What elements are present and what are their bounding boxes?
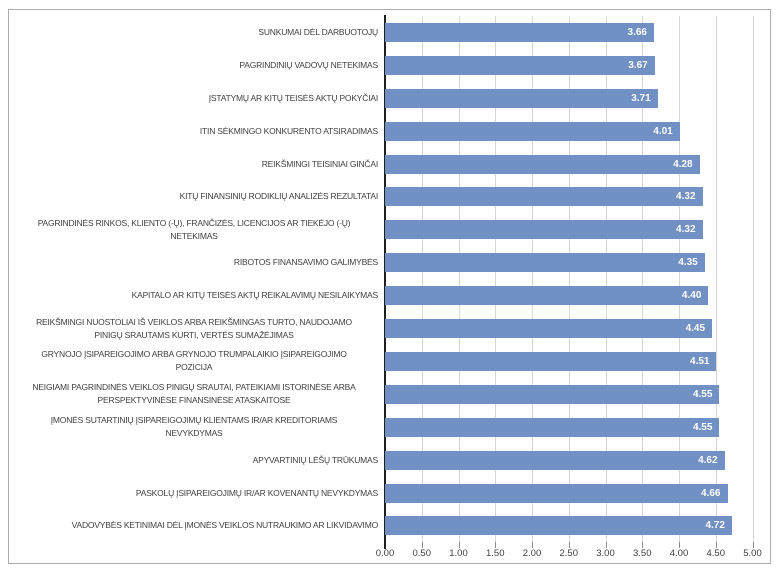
category-axis-line	[383, 15, 386, 550]
category-label-text: PAGRINDINIŲ VADOVŲ NETEKIMAS	[239, 59, 378, 70]
gridline	[421, 16, 423, 543]
category-label: REIKŠMINGI TEISINIAI GINČAI	[10, 148, 379, 181]
axis-tick	[495, 542, 497, 549]
axis-tick	[642, 542, 644, 549]
x-tick-label: 2.50	[559, 548, 579, 560]
bar: 4.55	[385, 417, 720, 437]
category-label: VADOVYBĖS KETINIMAI DĖL ĮMONĖS VEIKLOS N…	[10, 510, 379, 543]
category-label-text: PAGRINDINĖS RINKOS, KLIENTO (-Ų), FRANČI…	[37, 217, 351, 241]
bar: 4.01	[385, 121, 680, 141]
x-tick-label: 1.00	[449, 548, 468, 560]
x-tick-label: 4.00	[669, 548, 689, 560]
category-label-text: ĮSTATYMŲ AR KITŲ TEISĖS AKTŲ POKYČIAI	[208, 92, 378, 103]
x-tick-label: 3.00	[596, 548, 615, 560]
category-label-text: RIBOTOS FINANSAVIMO GALIMYBĖS	[233, 257, 378, 268]
category-label: SUNKUMAI DĖL DARBUOTOJŲ	[10, 16, 378, 49]
bar: 4.66	[385, 483, 728, 503]
bar-value-label: 4.32	[676, 224, 696, 236]
bar: 3.67	[385, 55, 655, 75]
category-label: NEIGIAMI PAGRINDINĖS VEIKLOS PINIGŲ SRAU…	[10, 378, 378, 411]
axis-tick	[568, 542, 570, 549]
bar-value-label: 3.67	[628, 59, 648, 71]
gridline	[642, 16, 644, 543]
bar-value-label: 4.28	[673, 158, 693, 170]
x-tick-label: 1.50	[486, 548, 505, 560]
axis-tick	[458, 542, 460, 549]
bar: 4.55	[385, 384, 720, 404]
category-label-text: ITIN SĖKMINGO KONKURENTO ATSIRADIMAS	[199, 125, 378, 136]
gridline	[532, 16, 533, 543]
bar-value-label: 4.55	[692, 421, 713, 433]
category-label: PAGRINDINĖS RINKOS, KLIENTO (-Ų), FRANČI…	[10, 213, 378, 246]
bar: 4.32	[385, 220, 703, 240]
gridline	[752, 16, 754, 543]
bar: 4.35	[385, 253, 705, 273]
axis-tick	[385, 542, 386, 549]
bar: 3.66	[385, 22, 654, 42]
gridline	[495, 16, 497, 543]
category-label: PASKOLŲ ĮSIPAREIGOJIMŲ IR/AR KOVENANTŲ N…	[10, 477, 378, 510]
gridline	[605, 16, 607, 543]
category-label: ĮSTATYMŲ AR KITŲ TEISĖS AKTŲ POKYČIAI	[10, 82, 378, 115]
bar-value-label: 3.71	[631, 92, 651, 104]
gridline	[679, 16, 680, 543]
axis-tick	[752, 542, 754, 549]
x-tick-label: 5.00	[743, 548, 762, 560]
axis-tick	[715, 542, 717, 549]
bar-value-label: 4.01	[653, 125, 673, 137]
bar-value-label: 4.72	[705, 520, 725, 532]
bar-value-label: 4.40	[681, 290, 702, 302]
axis-tick	[421, 542, 423, 549]
bar-value-label: 4.32	[676, 191, 696, 203]
gridline	[715, 16, 717, 543]
bar-value-label: 3.66	[627, 26, 647, 38]
x-tick-label: 2.00	[522, 548, 542, 560]
axis-tick	[532, 542, 533, 549]
category-label: KAPITALO AR KITŲ TEISĖS AKTŲ REIKALAVIMŲ…	[10, 279, 379, 312]
category-label: REIKŠMINGI NUOSTOLIAI IŠ VEIKLOS ARBA RE…	[10, 312, 378, 345]
x-tick-label: 0.50	[412, 548, 432, 560]
category-label-text: GRYNOJO ĮSIPAREIGOJIMO ARBA GRYNOJO TRUM…	[41, 349, 347, 373]
x-tick-label: 3.50	[633, 548, 652, 560]
x-tick-label: 4.50	[706, 548, 726, 560]
bar: 4.40	[385, 286, 709, 306]
category-label: KITŲ FINANSINIŲ RODIKLIŲ ANALIZĖS REZULT…	[10, 181, 379, 214]
bar: 4.32	[385, 187, 703, 207]
category-label: RIBOTOS FINANSAVIMO GALIMYBĖS	[10, 246, 378, 279]
category-label: ĮMONĖS SUTARTINIŲ ĮSIPAREIGOJIMŲ KLIENTA…	[10, 411, 378, 444]
category-label: GRYNOJO ĮSIPAREIGOJIMO ARBA GRYNOJO TRUM…	[10, 345, 378, 378]
bar-value-label: 4.35	[678, 257, 698, 269]
bar: 4.45	[385, 319, 713, 339]
bar: 4.51	[385, 351, 717, 371]
bar: 3.71	[385, 88, 658, 108]
bar: 4.62	[385, 450, 725, 470]
category-label-text: SUNKUMAI DĖL DARBUOTOJŲ	[258, 26, 378, 37]
bar-value-label: 4.51	[690, 355, 710, 367]
bar: 4.28	[385, 154, 700, 174]
category-label-text: VADOVYBĖS KETINIMAI DĖL ĮMONĖS VEIKLOS N…	[71, 520, 379, 531]
bar: 4.72	[385, 516, 732, 536]
category-label: ITIN SĖKMINGO KONKURENTO ATSIRADIMAS	[10, 115, 378, 148]
category-label-text: KAPITALO AR KITŲ TEISĖS AKTŲ REIKALAVIMŲ…	[131, 290, 379, 301]
axis-tick	[679, 542, 680, 549]
category-label-text: KITŲ FINANSINIŲ RODIKLIŲ ANALIZĖS REZULT…	[179, 191, 379, 202]
category-label-text: APYVARTINIŲ LĖŠŲ TRŪKUMAS	[252, 454, 379, 465]
x-tick-label: 0.00	[375, 548, 395, 560]
bar-value-label: 4.45	[685, 323, 706, 335]
bar-value-label: 4.55	[692, 388, 713, 400]
category-label-text: ĮMONĖS SUTARTINIŲ ĮSIPAREIGOJIMŲ KLIENTA…	[50, 415, 338, 439]
gridline	[458, 16, 460, 543]
category-label: PAGRINDINIŲ VADOVŲ NETEKIMAS	[10, 49, 378, 82]
category-label-text: PASKOLŲ ĮSIPAREIGOJIMŲ IR/AR KOVENANTŲ N…	[135, 487, 378, 498]
category-label-text: NEIGIAMI PAGRINDINĖS VEIKLOS PINIGŲ SRAU…	[32, 382, 356, 406]
bar-value-label: 4.66	[701, 487, 721, 499]
category-label: APYVARTINIŲ LĖŠŲ TRŪKUMAS	[10, 444, 379, 477]
gridline	[568, 16, 570, 543]
axis-tick	[605, 542, 607, 549]
category-label-text: REIKŠMINGI NUOSTOLIAI IŠ VEIKLOS ARBA RE…	[36, 316, 352, 340]
bar-value-label: 4.62	[698, 454, 718, 466]
category-label-text: REIKŠMINGI TEISINIAI GINČAI	[261, 158, 379, 169]
